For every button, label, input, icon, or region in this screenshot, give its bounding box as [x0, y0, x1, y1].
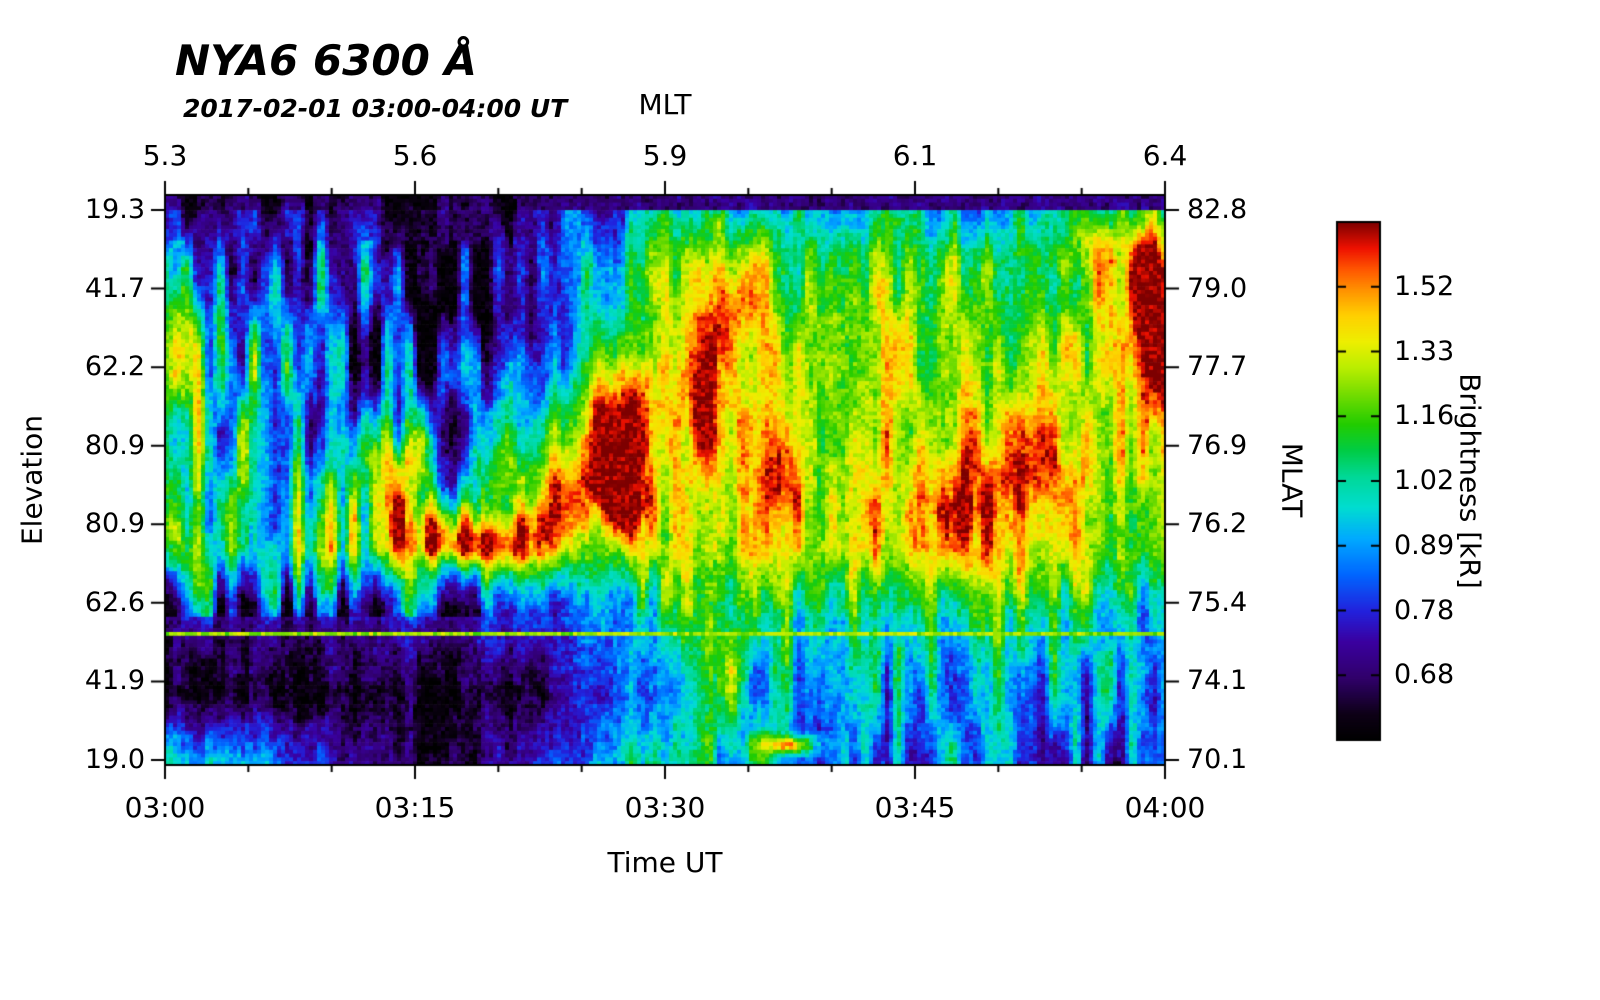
top-tick-label: 5.3	[142, 139, 188, 172]
colorbar-tick-label: 0.68	[1394, 659, 1455, 691]
right-tick-label: 74.1	[1187, 665, 1248, 697]
left-tick-label: 80.9	[84, 508, 145, 540]
top-tick-label: 5.9	[642, 139, 688, 172]
colorbar-tick-label: 0.89	[1394, 529, 1455, 561]
bottom-tick-label: 04:00	[1124, 791, 1206, 824]
bottom-tick-label: 03:30	[624, 791, 706, 824]
left-axis-label: Elevation	[15, 414, 49, 546]
colorbar-tick-label: 0.78	[1394, 594, 1455, 626]
chart-subtitle: 2017-02-01 03:00-04:00 UT	[183, 94, 568, 123]
page-title: NYA6 6300 Å	[175, 36, 477, 85]
colorbar-tick-label: 1.52	[1394, 270, 1455, 302]
left-tick-label: 19.3	[84, 194, 145, 225]
top-tick-label: 6.1	[892, 139, 938, 172]
right-tick-label: 79.0	[1187, 272, 1248, 304]
left-tick-label: 19.0	[84, 744, 145, 775]
left-tick-label: 62.2	[84, 351, 145, 383]
left-tick-label: 80.9	[84, 429, 145, 461]
bottom-tick-label: 03:00	[124, 791, 206, 824]
right-tick-label: 76.2	[1187, 508, 1248, 540]
right-tick-label: 75.4	[1187, 586, 1248, 618]
bottom-tick-label: 03:45	[874, 791, 956, 824]
right-tick-label: 77.7	[1187, 351, 1248, 383]
right-tick-label: 76.9	[1187, 429, 1248, 461]
colorbar-tick-label: 1.33	[1394, 335, 1455, 367]
colorbar-tick-label: 1.16	[1394, 400, 1455, 432]
bottom-tick-label: 03:15	[374, 791, 456, 824]
left-tick-label: 41.9	[84, 665, 145, 697]
top-tick-label: 5.6	[392, 139, 438, 172]
top-axis-label: MLT	[638, 88, 692, 121]
colorbar-tick-label: 1.02	[1394, 465, 1455, 496]
right-tick-label: 82.8	[1187, 194, 1248, 225]
left-tick-label: 41.7	[84, 272, 145, 304]
x-axis-label: Time UT	[607, 846, 723, 879]
right-tick-label: 70.1	[1187, 744, 1248, 775]
left-tick-label: 62.6	[84, 586, 145, 618]
top-tick-label: 6.4	[1142, 139, 1188, 172]
